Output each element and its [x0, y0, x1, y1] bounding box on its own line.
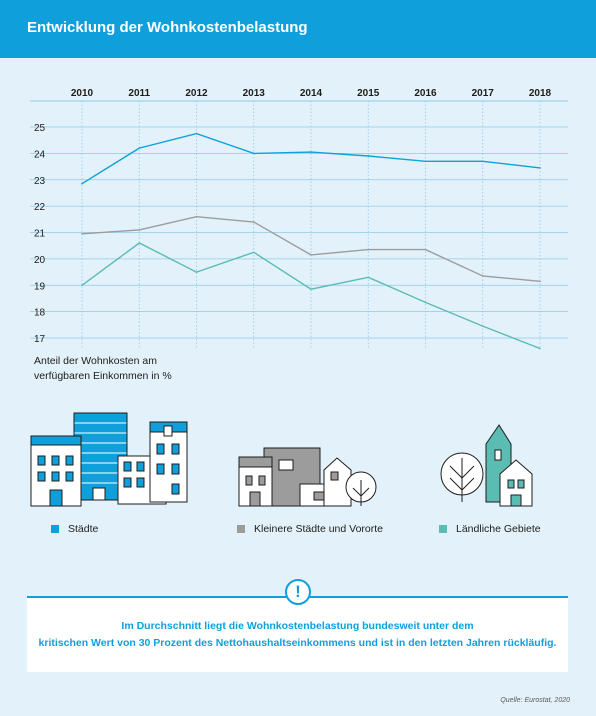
y-axis-label-line-1: Anteil der Wohnkosten am [34, 355, 157, 367]
series-1-point-5 [367, 248, 370, 251]
series-2-point-2 [195, 271, 198, 273]
series-0-point-5 [367, 155, 370, 157]
series-2-point-8 [539, 347, 541, 350]
series-2-point-0 [81, 284, 83, 287]
series-1-point-2 [195, 215, 198, 218]
y-tick-label-17: 17 [34, 334, 46, 345]
x-tick-label-2014: 2014 [300, 88, 323, 99]
x-tick-label-2015: 2015 [357, 88, 380, 99]
legend-item-kleinere-staedte: Kleinere Städte und Vororte [237, 523, 383, 535]
legend-swatch-laendliche-gebiete [439, 525, 447, 533]
line-chart: 25 24 23 22 21 20 19 18 17 2010 2011 2012 2013 2014 20… [30, 88, 568, 350]
info-text: Im Durchschnitt liegt die Wohnkostenbela… [27, 618, 568, 652]
series-0-point-7 [481, 160, 484, 163]
y-axis-label-line-2: verfügbaren Einkommen in % [34, 370, 172, 382]
series-0-point-8 [539, 167, 541, 169]
series-2-point-6 [424, 301, 427, 304]
series-1-point-6 [424, 248, 427, 251]
series-2-point-5 [367, 276, 370, 279]
city-buildings-icon [30, 412, 188, 507]
y-tick-label-23: 23 [34, 176, 46, 187]
legend-label-staedte: Städte [68, 523, 99, 535]
series-2-point-3 [252, 251, 255, 254]
x-tick-label-2013: 2013 [243, 88, 266, 99]
series-2-point-1 [138, 242, 141, 244]
rural-village-icon [440, 424, 533, 507]
series-0-point-4 [310, 151, 312, 153]
x-tick-label-2018: 2018 [529, 88, 552, 99]
suburb-houses-icon [238, 447, 377, 507]
legend-label-laendliche-gebiete: Ländliche Gebiete [456, 523, 541, 535]
series-2-point-4 [310, 288, 312, 291]
series-0-point-2 [195, 132, 198, 135]
series-1-point-7 [481, 275, 484, 277]
series-1-point-8 [539, 280, 541, 283]
header-bar: Entwicklung der Wohnkostenbelastung [0, 0, 596, 58]
series-2-point-7 [481, 325, 484, 327]
series-line-0 [81, 132, 541, 185]
x-tick-label-2017: 2017 [472, 88, 495, 99]
series-0-point-6 [424, 160, 427, 163]
legend-item-staedte: Städte [51, 523, 98, 535]
y-tick-label-25: 25 [34, 123, 46, 134]
info-box: Im Durchschnitt liegt die Wohnkostenbela… [27, 596, 568, 672]
series-1-point-3 [252, 221, 255, 223]
info-text-line-2: kritischen Wert von 30 Prozent des Netto… [38, 637, 557, 649]
info-text-line-1: Im Durchschnitt liegt die Wohnkostenbela… [121, 620, 474, 632]
y-tick-label-20: 20 [34, 255, 46, 266]
series-1-point-0 [81, 233, 83, 235]
legend-swatch-staedte [51, 525, 59, 533]
series-0-point-1 [138, 147, 141, 149]
series-1-point-1 [138, 229, 141, 231]
x-tick-label-2016: 2016 [414, 88, 437, 99]
y-tick-label-21: 21 [34, 229, 46, 240]
y-tick-label-19: 19 [34, 281, 46, 292]
x-tick-label-2010: 2010 [71, 88, 94, 99]
series-1-point-4 [310, 254, 312, 256]
exclamation-icon: ! [285, 579, 311, 605]
y-tick-label-24: 24 [34, 149, 46, 160]
legend-item-laendliche-gebiete: Ländliche Gebiete [439, 523, 541, 535]
series-0-point-3 [252, 152, 255, 155]
y-axis-label: Anteil der Wohnkosten am verfügbaren Ein… [34, 354, 264, 384]
source-note: Quelle: Eurostat, 2020 [500, 697, 570, 704]
legend-label-kleinere-staedte: Kleinere Städte und Vororte [254, 523, 384, 535]
series-0-point-0 [81, 182, 83, 185]
legend-swatch-kleinere-staedte [237, 525, 245, 533]
illustrations [30, 412, 533, 507]
page-title: Entwicklung der Wohnkostenbelastung [27, 19, 308, 36]
y-tick-label-18: 18 [34, 308, 46, 319]
y-tick-label-22: 22 [34, 202, 46, 213]
x-tick-label-2012: 2012 [185, 88, 208, 99]
x-tick-label-2011: 2011 [128, 88, 150, 99]
